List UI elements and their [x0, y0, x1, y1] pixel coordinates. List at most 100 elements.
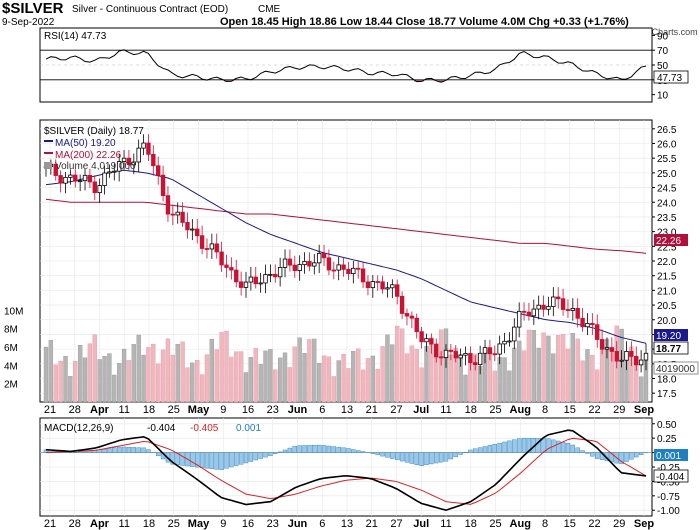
macd-histogram-bar [316, 444, 322, 453]
volume-bar [199, 374, 205, 403]
price-panel: 26.5 26.0 25.5 25.0 24.5 24.0 23.5 23.0 22.5 22.0… [4, 119, 699, 403]
macd-histogram-bar [312, 445, 317, 453]
x-axis-label: 16 [242, 518, 254, 530]
volume-bar [77, 344, 83, 403]
macd-histogram-bar [141, 447, 146, 453]
volume-bar [399, 328, 405, 403]
candle-body [619, 359, 624, 362]
candle-body [292, 264, 297, 272]
macd-tick-label: -0.50 [657, 477, 680, 488]
candle-body [155, 165, 161, 176]
candle-body [429, 338, 434, 345]
macd-tick-label: -0.75 [657, 492, 680, 503]
volume-bar [419, 367, 424, 403]
macd-tick-label: 0.25 [657, 434, 677, 445]
macd-histogram-bar [287, 447, 293, 453]
candle-body [560, 298, 566, 310]
volume-bar [273, 369, 278, 403]
macd-histogram-bar [560, 441, 566, 453]
candle-body [165, 195, 171, 215]
candle-body [590, 323, 595, 326]
x-axis-label: 27 [390, 518, 402, 530]
macd-tag-box [653, 469, 689, 483]
candle-body [443, 349, 449, 359]
candle-body [107, 171, 112, 174]
x-axis-label: 21 [366, 518, 378, 530]
rsi-oversold-fill [223, 79, 229, 82]
macd-histogram-bar [409, 452, 415, 464]
price-tick-label: 24.0 [657, 198, 677, 209]
candle-body [507, 340, 512, 343]
candle-body [185, 222, 190, 231]
macd-panel: 0.500.250.00-0.25-0.50-0.75-1.00 MACD(12… [39, 417, 689, 517]
candle-body [526, 311, 532, 317]
volume-bar [58, 360, 63, 403]
volume-bar [526, 329, 532, 403]
rsi-tick-label: 10 [657, 91, 669, 102]
candle-body [112, 170, 117, 173]
candle-body [73, 174, 78, 182]
macd-histogram-bar [516, 438, 522, 453]
macd-legend-hist: 0.001 [236, 423, 261, 434]
candle-body [546, 306, 551, 310]
price-tick-label: 26.5 [657, 125, 677, 136]
volume-bar [107, 353, 112, 403]
macd-tag: -0.404 [656, 472, 685, 483]
x-axis-label: 6 [319, 404, 325, 416]
candle-body [331, 269, 337, 272]
candle-body [580, 317, 585, 328]
volume-bar [121, 348, 127, 403]
volume-bar [541, 332, 546, 403]
candle-body [380, 281, 385, 290]
ma200-line [45, 198, 647, 254]
volume-bar [580, 360, 585, 403]
x-axis-label: 23 [267, 518, 279, 530]
volume-bar [277, 357, 283, 403]
volume-bar [53, 364, 58, 403]
rsi-grid [40, 49, 652, 81]
candle-body [385, 287, 390, 290]
macd-histogram-bar [512, 439, 517, 453]
volume-bar [292, 346, 297, 403]
macd-histogram-bar [195, 452, 200, 468]
candle-body [375, 281, 380, 283]
candle-body [77, 180, 83, 183]
candle-body [136, 147, 141, 163]
rsi-value-tag: 47.73 [657, 73, 682, 84]
candle-body [204, 248, 210, 250]
candle-body [151, 153, 156, 167]
macd-histogram-bar [429, 452, 434, 465]
macd-histogram-bar [136, 447, 141, 453]
x-axis-label: 29 [613, 404, 625, 416]
price-tick-label: 21.5 [657, 272, 677, 283]
macd-histogram-bar [82, 451, 88, 453]
macd-histogram-bar [112, 447, 117, 453]
close-tag-box [653, 341, 689, 355]
macd-histogram-bar [360, 451, 366, 453]
candle-body [473, 362, 478, 366]
volume-bar [336, 360, 341, 403]
candle-body [399, 295, 405, 314]
volume-tick-label: 4M [4, 361, 18, 372]
macd-histogram [43, 437, 649, 470]
candle-body [253, 276, 258, 285]
macd-histogram-bar [609, 452, 615, 463]
macd-tick-label: 0.50 [657, 420, 677, 431]
macd-histogram-bar [248, 452, 254, 462]
macd-histogram-bar [375, 452, 380, 456]
macd-histogram-bar [536, 437, 541, 453]
volume-bar [224, 330, 229, 403]
volume-bar [151, 343, 156, 403]
rsi-panel: RSI(14) 47.73 9070503010 47.73 [39, 27, 689, 103]
macd-histogram-bar [448, 452, 454, 460]
volume-bar [492, 370, 497, 403]
volume-bar [141, 354, 146, 403]
macd-histogram-bar [277, 451, 283, 453]
price-tick-label: 21.0 [657, 286, 677, 297]
x-axis-label: Apr [90, 518, 110, 530]
ma50-tag: 19.20 [656, 331, 681, 342]
candle-body [131, 161, 137, 166]
candle-body [160, 174, 166, 197]
volume-bar [195, 359, 200, 403]
volume-bar [473, 353, 478, 403]
